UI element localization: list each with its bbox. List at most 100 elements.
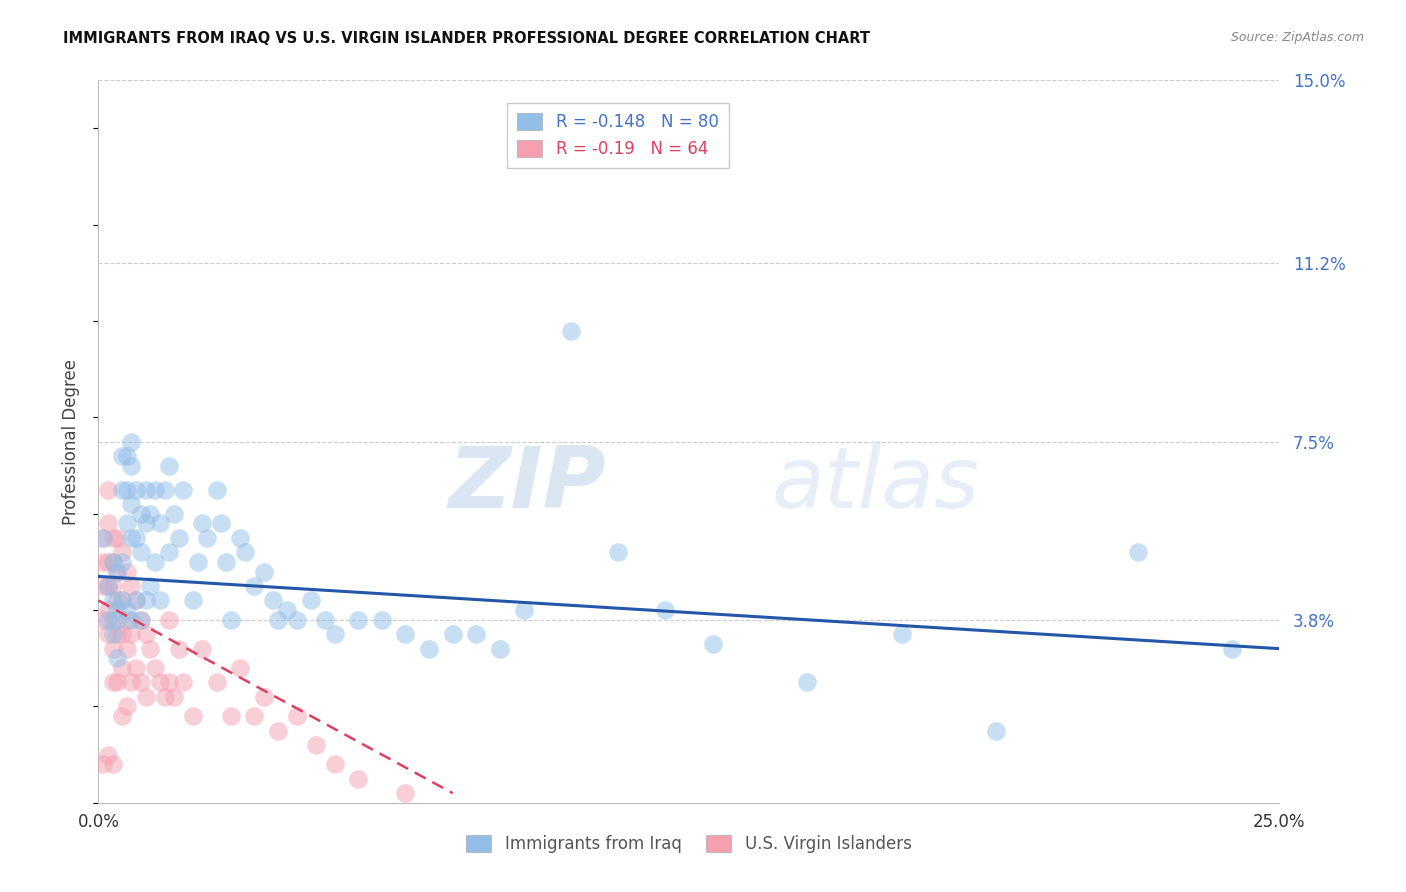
Point xyxy=(394,627,416,641)
Point xyxy=(97,483,120,497)
Point xyxy=(111,449,134,463)
Point xyxy=(111,545,134,559)
Point xyxy=(143,661,166,675)
Point xyxy=(465,627,488,641)
Point xyxy=(115,699,138,714)
Point xyxy=(305,738,328,752)
Point xyxy=(101,627,124,641)
Point xyxy=(129,507,152,521)
Point xyxy=(157,458,180,473)
Point xyxy=(91,613,114,627)
Point xyxy=(163,690,186,704)
Point xyxy=(654,603,676,617)
Point xyxy=(121,531,143,545)
Point xyxy=(276,603,298,617)
Point xyxy=(215,555,238,569)
Point xyxy=(229,531,252,545)
Point xyxy=(129,613,152,627)
Point xyxy=(101,555,124,569)
Point xyxy=(111,555,134,569)
Point xyxy=(115,603,138,617)
Point xyxy=(101,579,124,593)
Point xyxy=(1126,545,1149,559)
Point xyxy=(105,651,128,665)
Point xyxy=(111,483,134,497)
Point xyxy=(243,709,266,723)
Point xyxy=(135,593,157,607)
Point xyxy=(181,709,204,723)
Point xyxy=(135,690,157,704)
Point xyxy=(97,627,120,641)
Point xyxy=(125,593,148,607)
Point xyxy=(129,613,152,627)
Point xyxy=(181,593,204,607)
Point xyxy=(890,627,912,641)
Point xyxy=(512,603,534,617)
Point xyxy=(115,613,138,627)
Point xyxy=(111,593,134,607)
Point xyxy=(101,675,124,690)
Point xyxy=(121,627,143,641)
Point xyxy=(111,593,134,607)
Point xyxy=(187,555,209,569)
Point xyxy=(347,772,370,786)
Point xyxy=(125,593,148,607)
Point xyxy=(121,458,143,473)
Point xyxy=(702,637,724,651)
Point xyxy=(1220,641,1243,656)
Point xyxy=(129,675,152,690)
Point xyxy=(125,661,148,675)
Point xyxy=(560,324,582,338)
Point xyxy=(121,675,143,690)
Point xyxy=(111,627,134,641)
Point xyxy=(111,709,134,723)
Point xyxy=(149,675,172,690)
Point xyxy=(105,531,128,545)
Point xyxy=(253,690,276,704)
Y-axis label: Professional Degree: Professional Degree xyxy=(62,359,80,524)
Point xyxy=(125,531,148,545)
Point xyxy=(115,641,138,656)
Point xyxy=(157,613,180,627)
Point xyxy=(796,675,818,690)
Text: ZIP: ZIP xyxy=(449,443,606,526)
Point xyxy=(191,516,214,531)
Text: atlas: atlas xyxy=(772,443,980,526)
Point xyxy=(115,565,138,579)
Point xyxy=(121,497,143,511)
Point xyxy=(97,747,120,762)
Point xyxy=(153,483,176,497)
Point xyxy=(153,690,176,704)
Point xyxy=(91,579,114,593)
Point xyxy=(323,627,346,641)
Point xyxy=(209,516,232,531)
Point xyxy=(97,579,120,593)
Point xyxy=(323,757,346,772)
Point xyxy=(371,613,394,627)
Point xyxy=(135,627,157,641)
Point xyxy=(195,531,218,545)
Point xyxy=(115,516,138,531)
Point xyxy=(105,613,128,627)
Point xyxy=(143,555,166,569)
Point xyxy=(139,507,162,521)
Point xyxy=(105,603,128,617)
Point xyxy=(441,627,464,641)
Point xyxy=(105,627,128,641)
Legend: Immigrants from Iraq, U.S. Virgin Islanders: Immigrants from Iraq, U.S. Virgin Island… xyxy=(460,828,918,860)
Point xyxy=(267,723,290,738)
Point xyxy=(91,531,114,545)
Point xyxy=(233,545,256,559)
Point xyxy=(115,483,138,497)
Point xyxy=(157,675,180,690)
Point xyxy=(97,603,120,617)
Point xyxy=(91,757,114,772)
Point xyxy=(489,641,512,656)
Point xyxy=(91,555,114,569)
Point xyxy=(607,545,630,559)
Point xyxy=(121,434,143,449)
Point xyxy=(314,613,336,627)
Point xyxy=(97,613,120,627)
Point xyxy=(191,641,214,656)
Point xyxy=(91,531,114,545)
